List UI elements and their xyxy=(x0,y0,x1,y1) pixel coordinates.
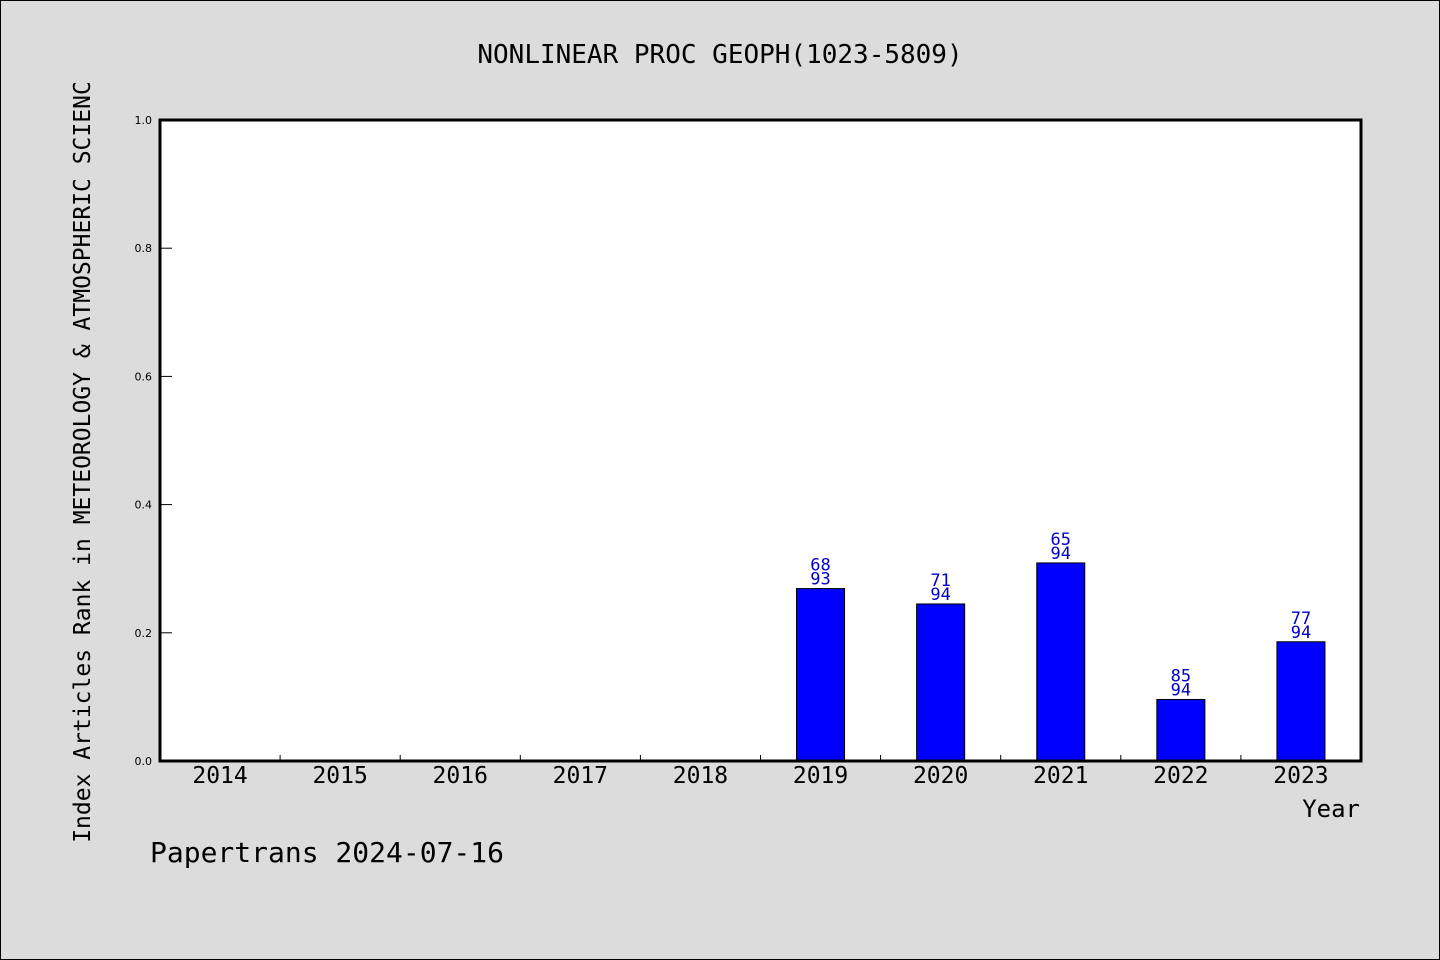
x-tick-label: 2023 xyxy=(1273,763,1328,789)
bar-label-total: 94 xyxy=(1171,680,1191,700)
plot-frame xyxy=(158,118,1363,763)
y-tick-label: 0.6 xyxy=(135,370,153,383)
x-tick-label: 2022 xyxy=(1153,763,1208,789)
x-tick-label: 2018 xyxy=(673,763,728,789)
y-axis-label: Index Articles Rank in METEOROLOGY & ATM… xyxy=(70,81,96,843)
x-tick-label: 2014 xyxy=(192,763,247,789)
bar-label-rank: 85 xyxy=(1171,666,1191,686)
bar-label-total: 94 xyxy=(930,585,950,605)
bar-2020 xyxy=(916,603,966,762)
bar-label-total: 93 xyxy=(810,570,830,590)
x-axis: 2014 2015 2016 2017 2018 2019 2020 2021 2022 2023 xyxy=(192,755,1329,789)
bar-2023 xyxy=(1276,641,1326,762)
bar-label-rank: 77 xyxy=(1291,609,1311,629)
bars-layer xyxy=(796,562,1326,762)
x-tick-label: 2021 xyxy=(1033,763,1088,789)
x-tick-label: 2019 xyxy=(793,763,848,789)
bar-label-rank: 68 xyxy=(810,556,830,576)
bar-2022 xyxy=(1156,698,1206,762)
y-tick-label: 1.0 xyxy=(135,114,153,127)
y-tick-label: 0.4 xyxy=(135,499,153,512)
bar-2019 xyxy=(796,588,846,762)
plot-area xyxy=(160,120,1361,761)
footer-credit: Papertrans 2024-07-16 xyxy=(150,836,504,869)
x-tick-label: 2015 xyxy=(312,763,367,789)
bar-label-rank: 65 xyxy=(1051,530,1071,550)
x-axis-label: Year xyxy=(1302,795,1360,823)
bar-label-rank: 71 xyxy=(930,571,950,591)
y-tick-label: 0.2 xyxy=(135,627,153,640)
y-axis: 0.0 0.2 0.4 0.6 0.8 1.0 xyxy=(135,114,172,768)
bar-2021 xyxy=(1036,562,1086,762)
x-tick-label: 2016 xyxy=(433,763,488,789)
y-tick-label: 0.8 xyxy=(135,242,153,255)
bar-label-total: 94 xyxy=(1291,623,1311,643)
bar-label-total: 94 xyxy=(1051,544,1071,564)
x-tick-label: 2017 xyxy=(553,763,608,789)
x-tick-label: 2020 xyxy=(913,763,968,789)
y-tick-label: 0.0 xyxy=(135,755,153,768)
chart-title: NONLINEAR PROC GEOPH(1023-5809) xyxy=(477,40,962,70)
